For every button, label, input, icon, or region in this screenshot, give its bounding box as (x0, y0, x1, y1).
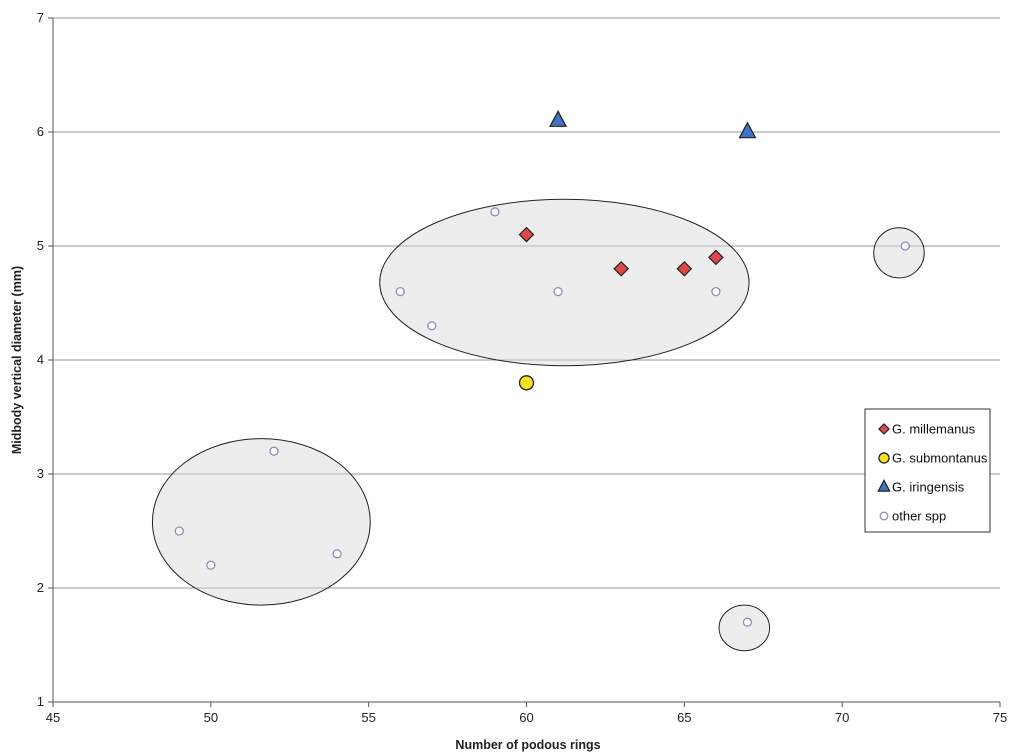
diamond-marker (676, 260, 693, 277)
open-circle-marker (332, 549, 342, 559)
y-tick-label: 7 (37, 10, 44, 25)
cluster-ellipse (379, 198, 750, 367)
open-circle-marker (269, 446, 279, 456)
triangle-marker (549, 110, 568, 127)
open-circle-marker (427, 321, 437, 331)
x-tick-label: 75 (993, 710, 1007, 725)
data-points (174, 110, 910, 627)
triangle-marker (877, 479, 891, 492)
y-tick-label: 6 (37, 124, 44, 139)
open-circle-marker (206, 560, 216, 570)
triangle-marker (738, 121, 757, 139)
open-circle-marker (900, 241, 910, 251)
cluster-ellipse (151, 438, 371, 606)
legend-entry-label: G. iringensis (892, 480, 965, 495)
legend: G. millemanus G. submontanus G. iringensis… (864, 408, 991, 533)
y-tick-label: 2 (37, 580, 44, 595)
legend-entry-label: other spp (892, 509, 946, 524)
y-tick-label: 4 (37, 352, 44, 367)
open-circle-marker (174, 526, 184, 536)
x-tick-label: 50 (204, 710, 218, 725)
diamond-marker (708, 249, 724, 266)
y-tick-label: 5 (37, 238, 44, 253)
circle-marker (518, 375, 535, 391)
axes (48, 17, 1001, 707)
cluster-ellipse (718, 604, 771, 652)
open-circle-marker (742, 617, 753, 627)
y-axis-label: Midbody vertical diameter (mm) (10, 266, 24, 454)
x-tick-label: 45 (46, 710, 60, 725)
x-tick-label: 55 (361, 710, 375, 725)
legend-entry-label: G. submontanus (892, 451, 988, 466)
x-tick-label: 70 (835, 710, 849, 725)
diamond-marker (878, 423, 890, 435)
open-circle-marker (879, 511, 889, 521)
diamond-marker (518, 226, 535, 243)
open-circle-marker (553, 286, 563, 297)
x-axis-label: Number of podous rings (455, 738, 600, 752)
diamond-marker (613, 260, 630, 277)
cluster-ellipses (151, 198, 925, 652)
open-circle-marker (395, 286, 405, 297)
circle-marker (878, 452, 890, 464)
legend-entry-label: G. millemanus (892, 422, 976, 437)
gridlines (53, 17, 1000, 589)
x-tick-label: 60 (519, 710, 533, 725)
y-tick-label: 3 (37, 466, 44, 481)
x-tick-label: 65 (677, 710, 691, 725)
open-circle-marker (711, 286, 721, 297)
y-tick-label: 1 (37, 694, 44, 709)
cluster-ellipse (873, 227, 925, 279)
open-circle-marker (490, 207, 500, 217)
